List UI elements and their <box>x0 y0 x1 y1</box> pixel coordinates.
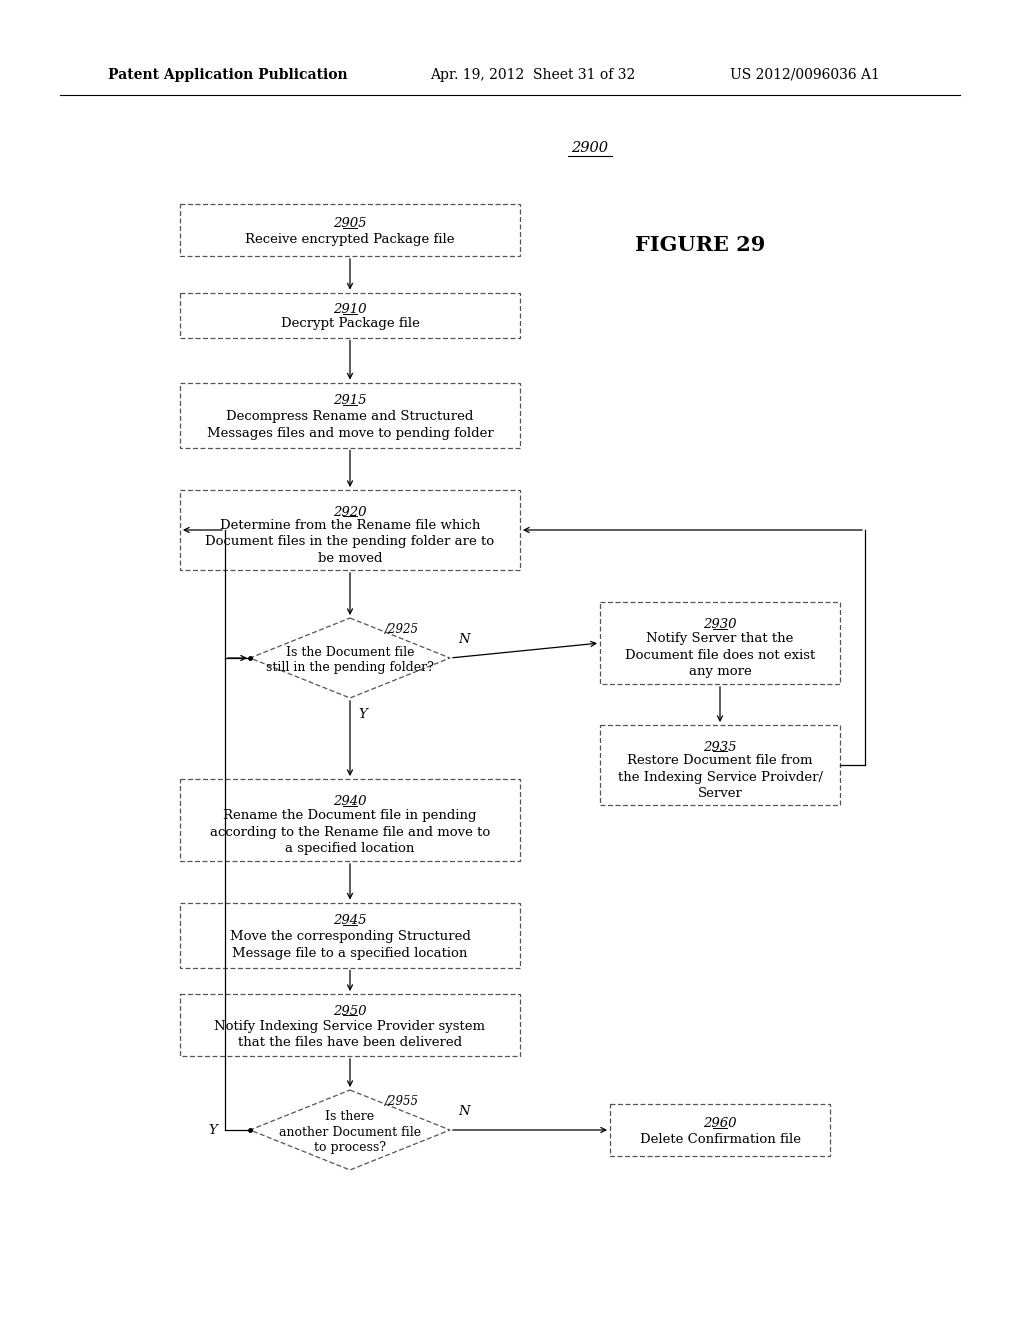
Text: 2900: 2900 <box>571 141 608 154</box>
FancyBboxPatch shape <box>180 994 520 1056</box>
FancyBboxPatch shape <box>600 725 840 805</box>
Text: 2950: 2950 <box>333 1005 367 1018</box>
Text: Decrypt Package file: Decrypt Package file <box>281 317 420 330</box>
Text: Y: Y <box>358 708 367 721</box>
FancyBboxPatch shape <box>180 293 520 338</box>
Text: Delete Confirmation file: Delete Confirmation file <box>640 1133 801 1146</box>
Text: 2935: 2935 <box>703 741 736 754</box>
Text: Is the Document file
still in the pending folder?: Is the Document file still in the pendin… <box>266 645 434 675</box>
FancyBboxPatch shape <box>180 779 520 861</box>
Text: Is there
another Document file
to process?: Is there another Document file to proces… <box>279 1110 421 1155</box>
Text: Notify Indexing Service Provider system
that the files have been delivered: Notify Indexing Service Provider system … <box>214 1019 485 1049</box>
Text: Notify Server that the
Document file does not exist
any more: Notify Server that the Document file doe… <box>625 632 815 678</box>
FancyBboxPatch shape <box>180 490 520 570</box>
Text: /2955: /2955 <box>385 1094 419 1107</box>
Text: 2940: 2940 <box>333 796 367 808</box>
Text: Y: Y <box>208 1123 217 1137</box>
Text: FIGURE 29: FIGURE 29 <box>635 235 765 255</box>
FancyBboxPatch shape <box>180 383 520 447</box>
Text: Apr. 19, 2012  Sheet 31 of 32: Apr. 19, 2012 Sheet 31 of 32 <box>430 69 635 82</box>
Polygon shape <box>250 1090 450 1170</box>
Text: 2910: 2910 <box>333 304 367 315</box>
Text: Receive encrypted Package file: Receive encrypted Package file <box>246 232 455 246</box>
Text: Determine from the Rename file which
Document files in the pending folder are to: Determine from the Rename file which Doc… <box>206 519 495 565</box>
Text: Restore Document file from
the Indexing Service Proivder/
Server: Restore Document file from the Indexing … <box>617 754 822 800</box>
Text: 2915: 2915 <box>333 395 367 407</box>
Text: 2960: 2960 <box>703 1117 736 1130</box>
FancyBboxPatch shape <box>180 205 520 256</box>
Text: 2905: 2905 <box>333 218 367 230</box>
Text: /2925: /2925 <box>385 623 419 636</box>
Text: N: N <box>458 1105 470 1118</box>
Polygon shape <box>250 618 450 698</box>
Text: US 2012/0096036 A1: US 2012/0096036 A1 <box>730 69 880 82</box>
Text: N: N <box>458 634 470 645</box>
Text: 2945: 2945 <box>333 915 367 927</box>
Text: Move the corresponding Structured
Message file to a specified location: Move the corresponding Structured Messag… <box>229 931 470 960</box>
Text: 2930: 2930 <box>703 619 736 631</box>
Text: Decompress Rename and Structured
Messages files and move to pending folder: Decompress Rename and Structured Message… <box>207 411 494 440</box>
Text: Rename the Document file in pending
according to the Rename file and move to
a s: Rename the Document file in pending acco… <box>210 809 490 855</box>
FancyBboxPatch shape <box>600 602 840 684</box>
FancyBboxPatch shape <box>610 1104 830 1156</box>
FancyBboxPatch shape <box>180 903 520 968</box>
Text: 2920: 2920 <box>333 506 367 519</box>
Text: Patent Application Publication: Patent Application Publication <box>108 69 347 82</box>
